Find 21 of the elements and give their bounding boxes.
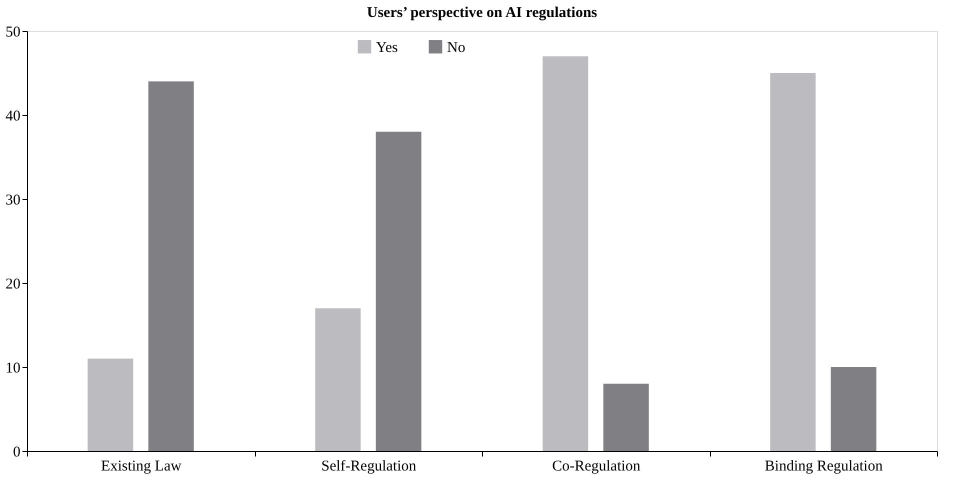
y-tick-label: 50	[6, 24, 20, 40]
bar	[603, 384, 649, 451]
bar	[770, 73, 816, 451]
legend-label: No	[447, 40, 466, 56]
y-tick-label: 40	[6, 108, 20, 124]
y-tick-label: 0	[13, 444, 20, 460]
bar	[830, 367, 876, 451]
y-tick-label: 10	[6, 360, 20, 376]
bar	[88, 358, 134, 451]
bar	[542, 56, 588, 451]
bar	[315, 308, 361, 451]
x-tick-label: Existing Law	[101, 458, 182, 474]
y-tick-label: 30	[6, 192, 20, 208]
bar	[376, 132, 422, 451]
x-tick-label: Co-Regulation	[552, 458, 641, 474]
x-tick-label: Self-Regulation	[321, 458, 417, 474]
legend-label: Yes	[376, 40, 398, 56]
y-tick-label: 20	[6, 276, 20, 292]
bar	[148, 81, 194, 451]
chart-title: Users’ perspective on AI regulations	[366, 5, 598, 21]
x-tick-label: Binding Regulation	[764, 458, 884, 474]
